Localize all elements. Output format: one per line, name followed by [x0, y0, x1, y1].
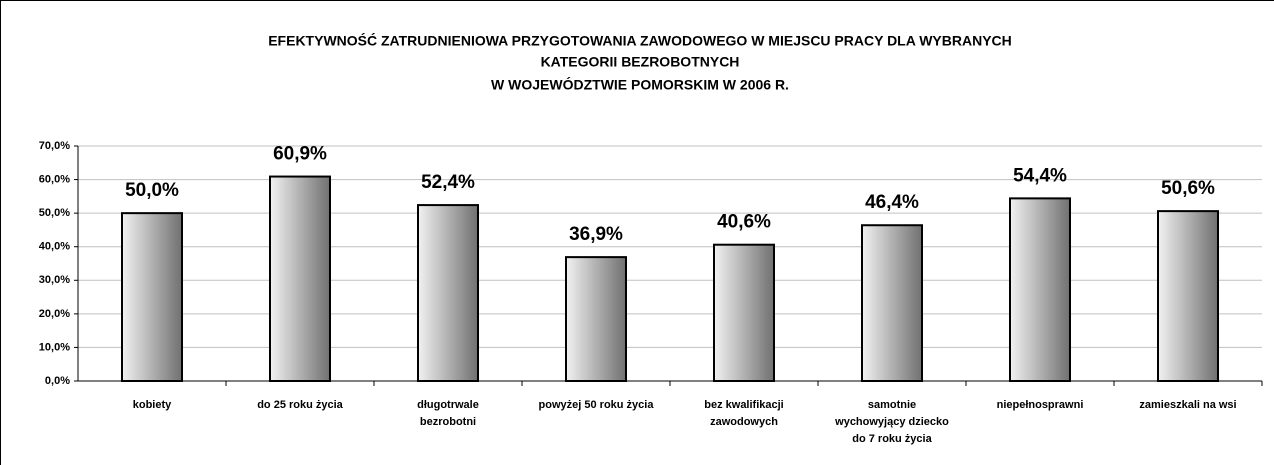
x-tick-label: wychowyjący dziecko	[834, 416, 949, 428]
bar	[269, 175, 331, 382]
bar	[417, 204, 479, 382]
bar	[565, 256, 627, 382]
value-label: 36,9%	[569, 224, 623, 245]
x-tick-label: kobiety	[133, 399, 172, 411]
bar	[1157, 210, 1219, 382]
chart-title: EFEKTYWNOŚĆ ZATRUDNIENIOWA PRZYGOTOWANIA…	[268, 32, 1012, 49]
y-tick-label: 70,0%	[39, 140, 70, 152]
bar	[861, 224, 923, 382]
x-tick-label: bez kwalifikacji	[704, 399, 783, 411]
x-tick-label: zamieszkali na wsi	[1139, 399, 1236, 411]
x-tick-label: samotnie	[868, 399, 916, 411]
y-tick-label: 50,0%	[39, 207, 70, 219]
x-tick-label: powyżej 50 roku życia	[539, 399, 655, 411]
value-label: 52,4%	[421, 172, 475, 193]
value-label: 50,0%	[125, 180, 179, 201]
bar	[713, 243, 775, 382]
bar	[1009, 197, 1071, 382]
y-tick-label: 0,0%	[45, 375, 70, 387]
value-label: 54,4%	[1013, 165, 1067, 186]
value-label: 60,9%	[273, 144, 327, 165]
x-tick-label: niepełnosprawni	[997, 399, 1084, 411]
y-tick-label: 40,0%	[39, 241, 70, 253]
value-label: 40,6%	[717, 212, 771, 233]
chart-title: KATEGORII BEZROBOTNYCH	[541, 54, 740, 70]
x-tick-label: do 7 roku życia	[852, 433, 932, 445]
x-tick-label: zawodowych	[710, 416, 778, 428]
x-tick-label: bezrobotni	[420, 416, 476, 428]
x-tick-label: do 25 roku życia	[257, 399, 343, 411]
x-tick-label: długotrwale	[417, 399, 479, 411]
y-tick-label: 20,0%	[39, 308, 70, 320]
bar	[121, 212, 183, 382]
value-label: 46,4%	[865, 192, 919, 213]
chart-title: W WOJEWÓDZTWIE POMORSKIM W 2006 R.	[491, 76, 789, 93]
value-label: 50,6%	[1161, 178, 1215, 199]
y-tick-label: 10,0%	[39, 341, 70, 353]
y-tick-label: 30,0%	[39, 274, 70, 286]
y-tick-label: 60,0%	[39, 173, 70, 185]
